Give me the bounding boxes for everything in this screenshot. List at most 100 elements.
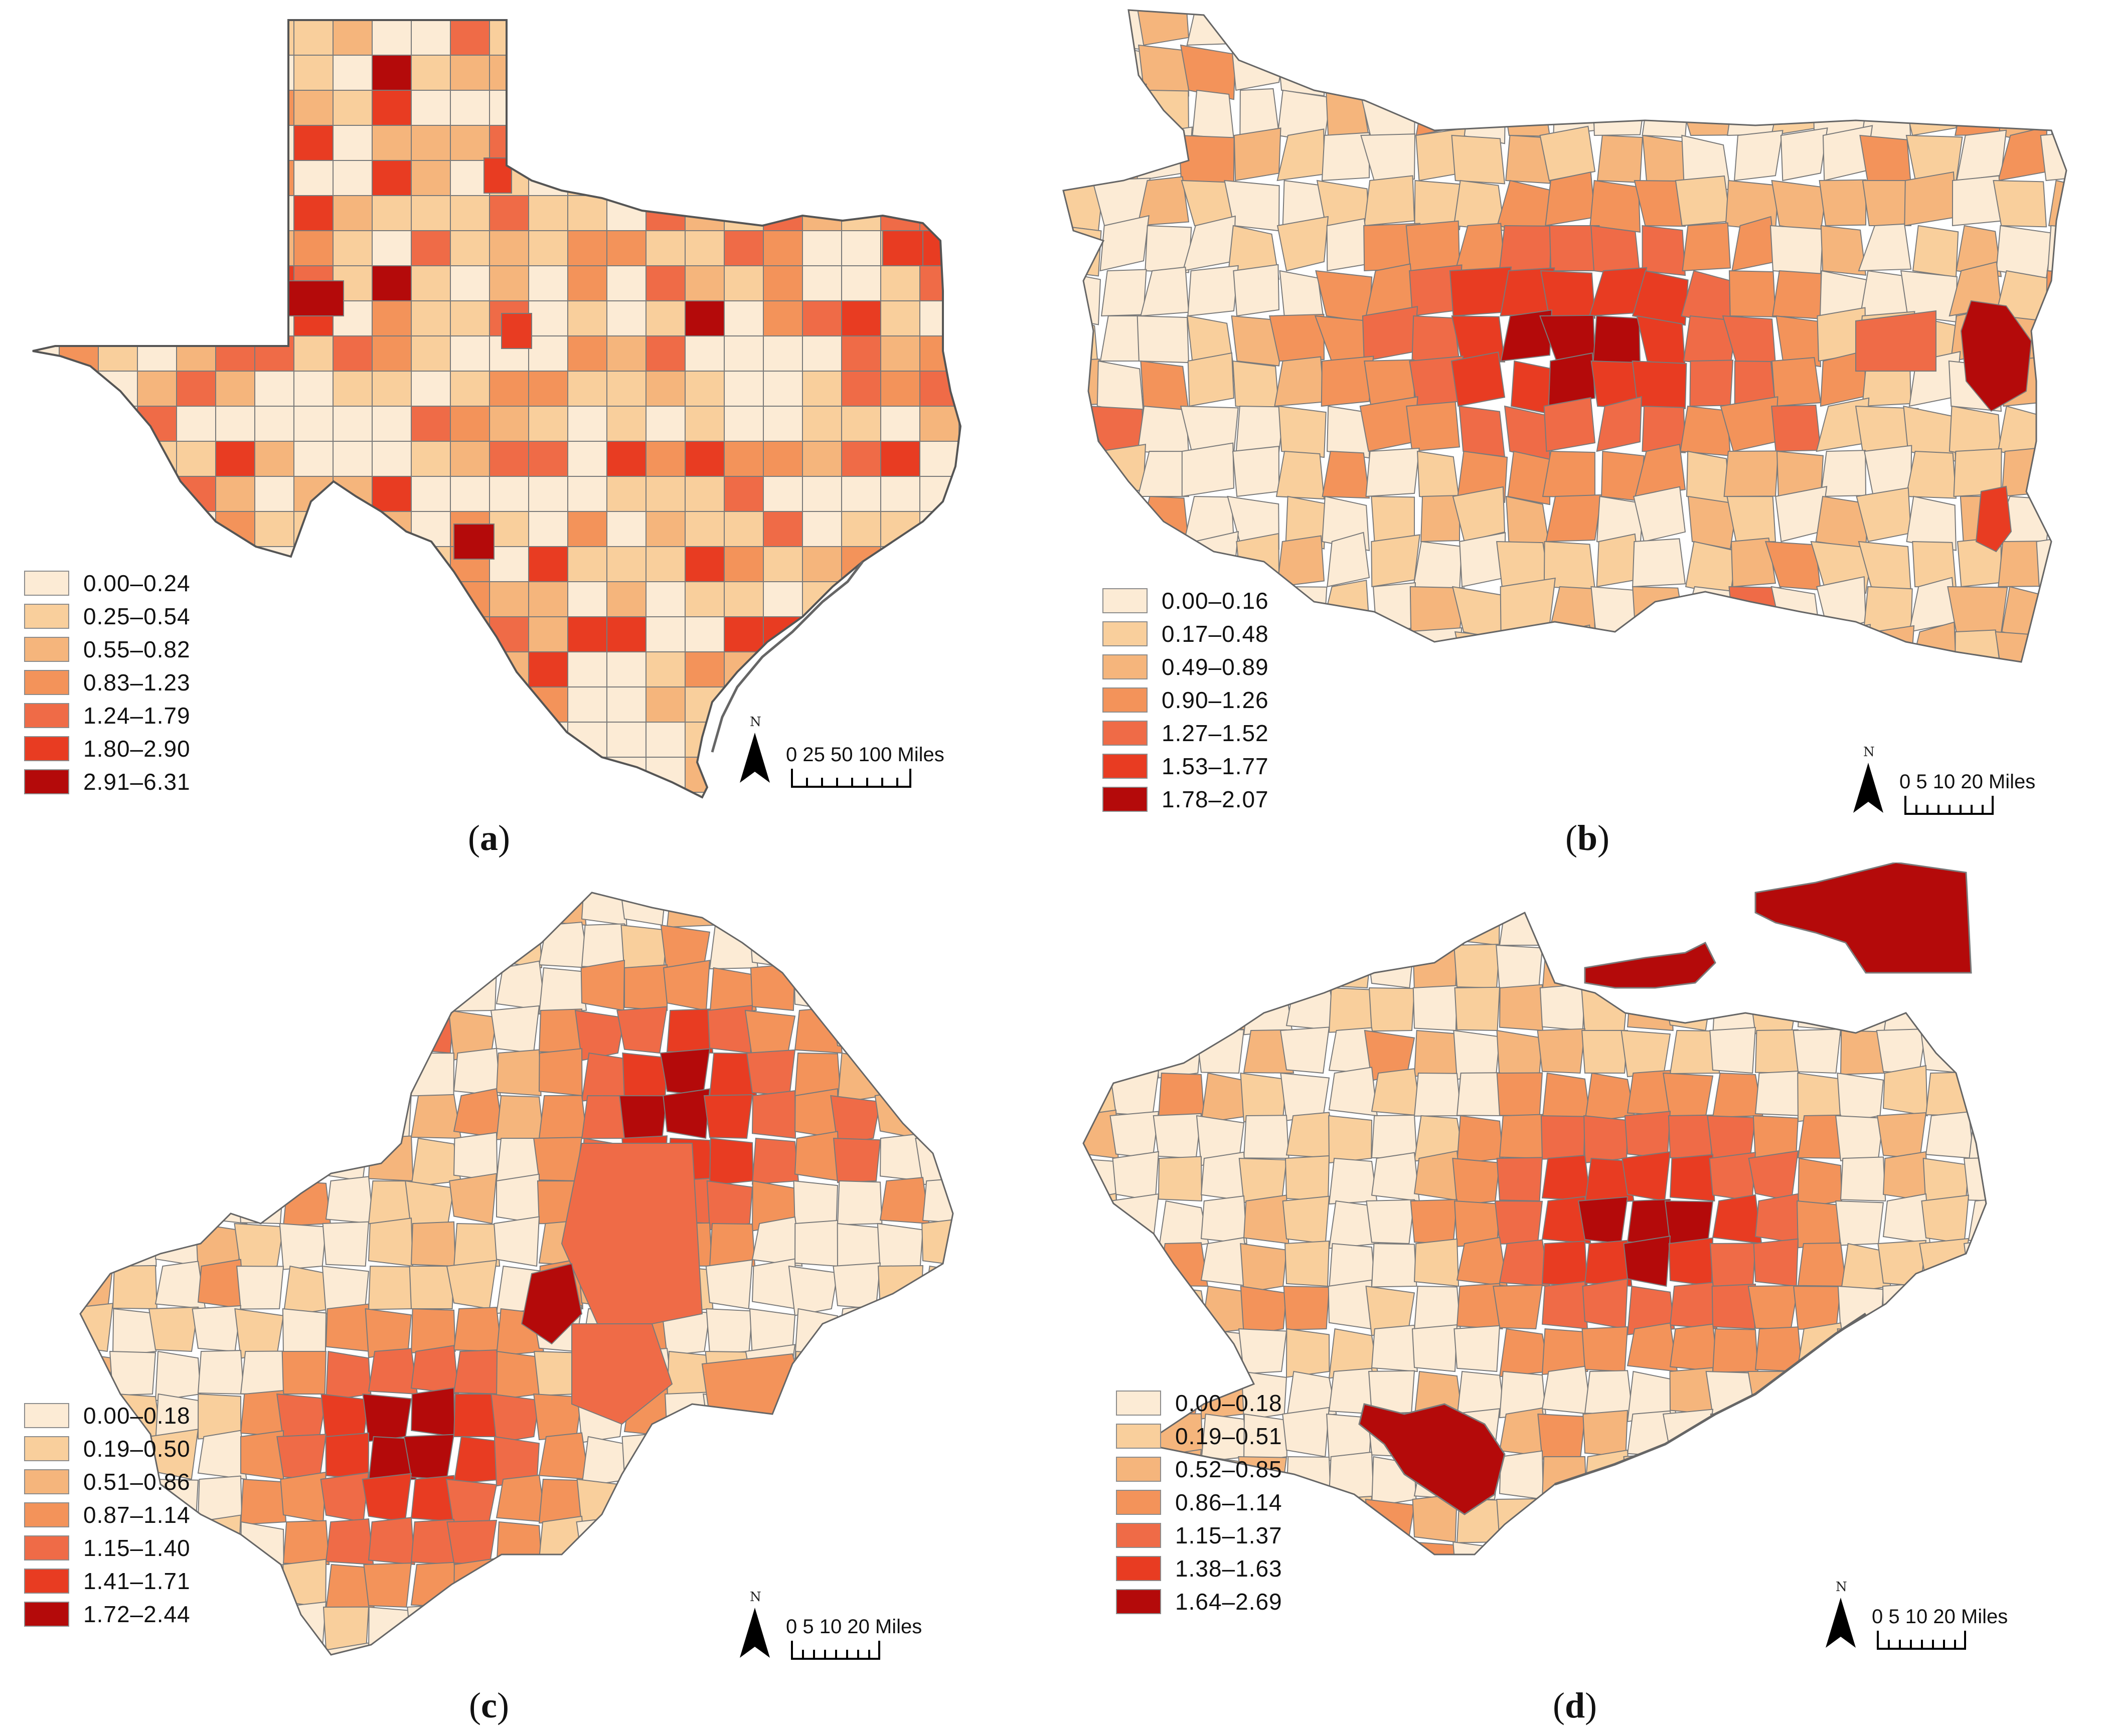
map-region [666,1521,717,1566]
map-region [802,476,842,512]
map-region [1063,445,1100,497]
map-region [1882,1065,1928,1117]
map-region [763,441,803,477]
map-region [645,125,686,161]
map-region [496,1350,541,1401]
map-region [333,757,373,793]
legend-swatch [24,670,69,695]
map-region [1921,1194,1970,1245]
map-region [1322,450,1370,499]
map-region [965,1007,1012,1053]
map-region [922,1177,953,1225]
map-region [333,792,373,797]
map-region [333,441,373,477]
map-region [278,893,327,928]
map-region [802,406,842,442]
map-region [1819,179,1867,227]
map-region [411,757,451,793]
map-region [1882,1455,1931,1500]
map-region [489,20,529,56]
map-region [319,1132,370,1182]
map-region [645,371,686,407]
map-region [80,1303,114,1352]
map-region [282,1007,333,1054]
map-region [407,1006,455,1054]
map-region [960,964,1008,1010]
map-region [1182,215,1236,272]
map-region [1795,1539,1842,1554]
map-region [567,230,607,266]
map-region [880,265,920,301]
map-region [1320,579,1370,633]
map-region [961,1053,1008,1098]
map-region [917,924,953,969]
map-region [1317,630,1372,662]
map-region [282,1647,333,1655]
map-region [763,125,803,161]
map-region [33,476,60,512]
scale-bar-ticks [791,769,911,788]
map-region [919,792,959,797]
map-region [98,406,138,442]
map-region [1410,1199,1458,1245]
map-region [491,893,540,926]
map-region [1451,134,1506,185]
map-region [176,195,216,231]
map-region [33,300,60,336]
map-region [176,265,216,301]
map-region [215,300,255,336]
map-region [98,230,138,266]
map-region [528,90,568,126]
map-region [645,265,686,301]
scale-bar-b: N 0 5 10 20 Miles [1853,745,2064,820]
map-region [137,230,177,266]
map-region [1633,486,1686,543]
map-region [1459,405,1506,457]
map-region [1465,34,1507,91]
map-region [879,1433,924,1480]
map-region [1496,1498,1543,1543]
map-region [645,160,686,196]
map-region [1063,89,1106,144]
map-region [1669,1323,1719,1372]
map-region [154,1350,202,1402]
map-region [581,893,627,926]
map-region [802,55,842,91]
map-region [802,335,842,372]
map-region [1632,270,1689,326]
map-region [98,300,138,336]
map-region [802,300,842,336]
map-region [1542,450,1596,498]
map-region [1855,310,1936,372]
map-region [333,546,373,582]
map-region [1596,396,1642,452]
map-region [962,1391,1008,1437]
map-region [1582,1410,1629,1458]
map-region [1324,942,1373,989]
map-region [880,160,920,196]
map-region [1109,1111,1160,1159]
map-region [645,757,686,793]
map-region [962,1522,1008,1572]
map-region [645,722,686,758]
map-region [965,1174,1008,1224]
map-region [112,1180,160,1226]
map-region [802,511,842,547]
map-region [1411,1324,1458,1372]
map-region [293,546,334,582]
map-region [1688,10,1738,46]
map-region [325,1303,371,1352]
map-region [1360,133,1416,182]
map-region [965,1607,1015,1650]
map-region [1835,1115,1884,1161]
map-region [215,335,255,372]
map-region [922,1091,953,1139]
map-region [763,792,803,797]
map-region [1669,1029,1720,1075]
map-region [1083,939,1117,989]
map-region [59,406,99,442]
map-region [606,406,646,442]
map-region [450,616,490,652]
map-region [2040,130,2066,182]
map-region [2045,270,2066,321]
